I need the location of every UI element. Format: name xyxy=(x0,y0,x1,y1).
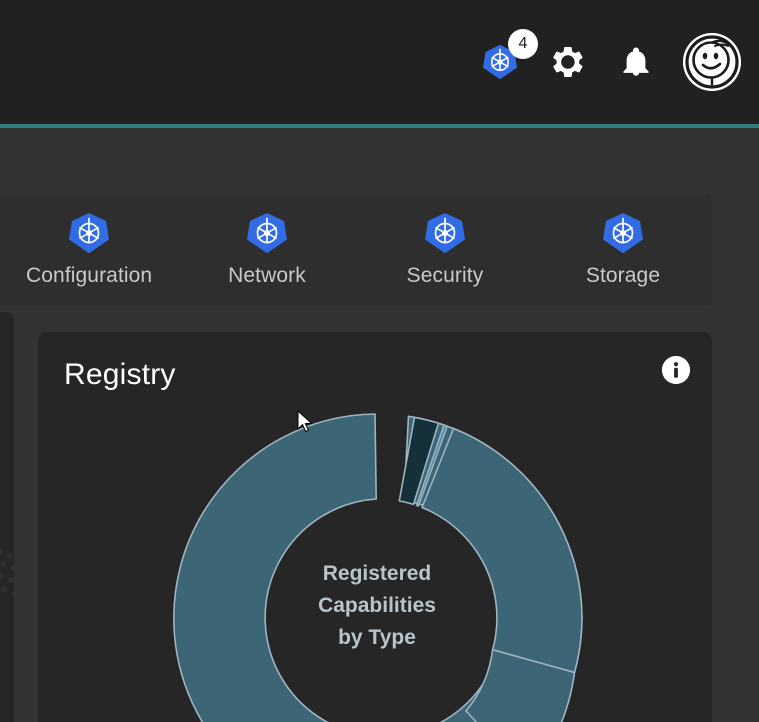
tab-configuration[interactable]: Configuration xyxy=(0,194,178,306)
tab-security[interactable]: Security xyxy=(356,194,534,306)
info-icon[interactable] xyxy=(662,356,690,384)
tab-configuration-label: Configuration xyxy=(26,264,152,287)
tab-storage[interactable]: Storage xyxy=(534,194,712,306)
topbar-actions: 4 xyxy=(479,0,749,124)
bell-icon xyxy=(623,47,649,76)
tab-network[interactable]: Network xyxy=(178,194,356,306)
category-tab-strip: Configuration Network xyxy=(0,194,712,306)
tab-security-label: Security xyxy=(406,264,484,287)
page-title: Registry xyxy=(64,358,176,391)
donut-segment-4[interactable] xyxy=(421,427,583,674)
kubernetes-icon xyxy=(247,212,287,254)
adjacent-card-sliver[interactable] xyxy=(0,312,14,722)
donut-segment-4-tail[interactable] xyxy=(465,649,576,722)
kubernetes-icon xyxy=(483,44,517,80)
user-avatar[interactable] xyxy=(683,33,741,91)
avatar-face-icon xyxy=(683,33,741,91)
tab-storage-label: Storage xyxy=(585,264,661,287)
watermark-icon xyxy=(0,549,14,597)
kubernetes-icon xyxy=(425,212,465,254)
registry-card: Registry xyxy=(38,332,712,722)
registry-donut-chart[interactable]: Registered Capabilities by Type xyxy=(38,406,712,722)
donut-segment-3[interactable] xyxy=(415,424,448,507)
kubernetes-icon xyxy=(69,212,109,254)
donut-segment-2[interactable] xyxy=(398,416,440,506)
kubernetes-icon xyxy=(603,212,643,254)
donut-chart-svg xyxy=(173,413,583,722)
kubernetes-badge-count: 4 xyxy=(508,29,538,59)
notifications-button[interactable] xyxy=(615,41,657,83)
topbar-accent-rule xyxy=(0,124,759,128)
gear-icon xyxy=(553,46,583,78)
kubernetes-clusters-button[interactable]: 4 xyxy=(479,29,538,83)
tab-network-label: Network xyxy=(228,264,306,287)
top-bar: 4 xyxy=(0,0,759,124)
settings-button[interactable] xyxy=(547,41,589,83)
